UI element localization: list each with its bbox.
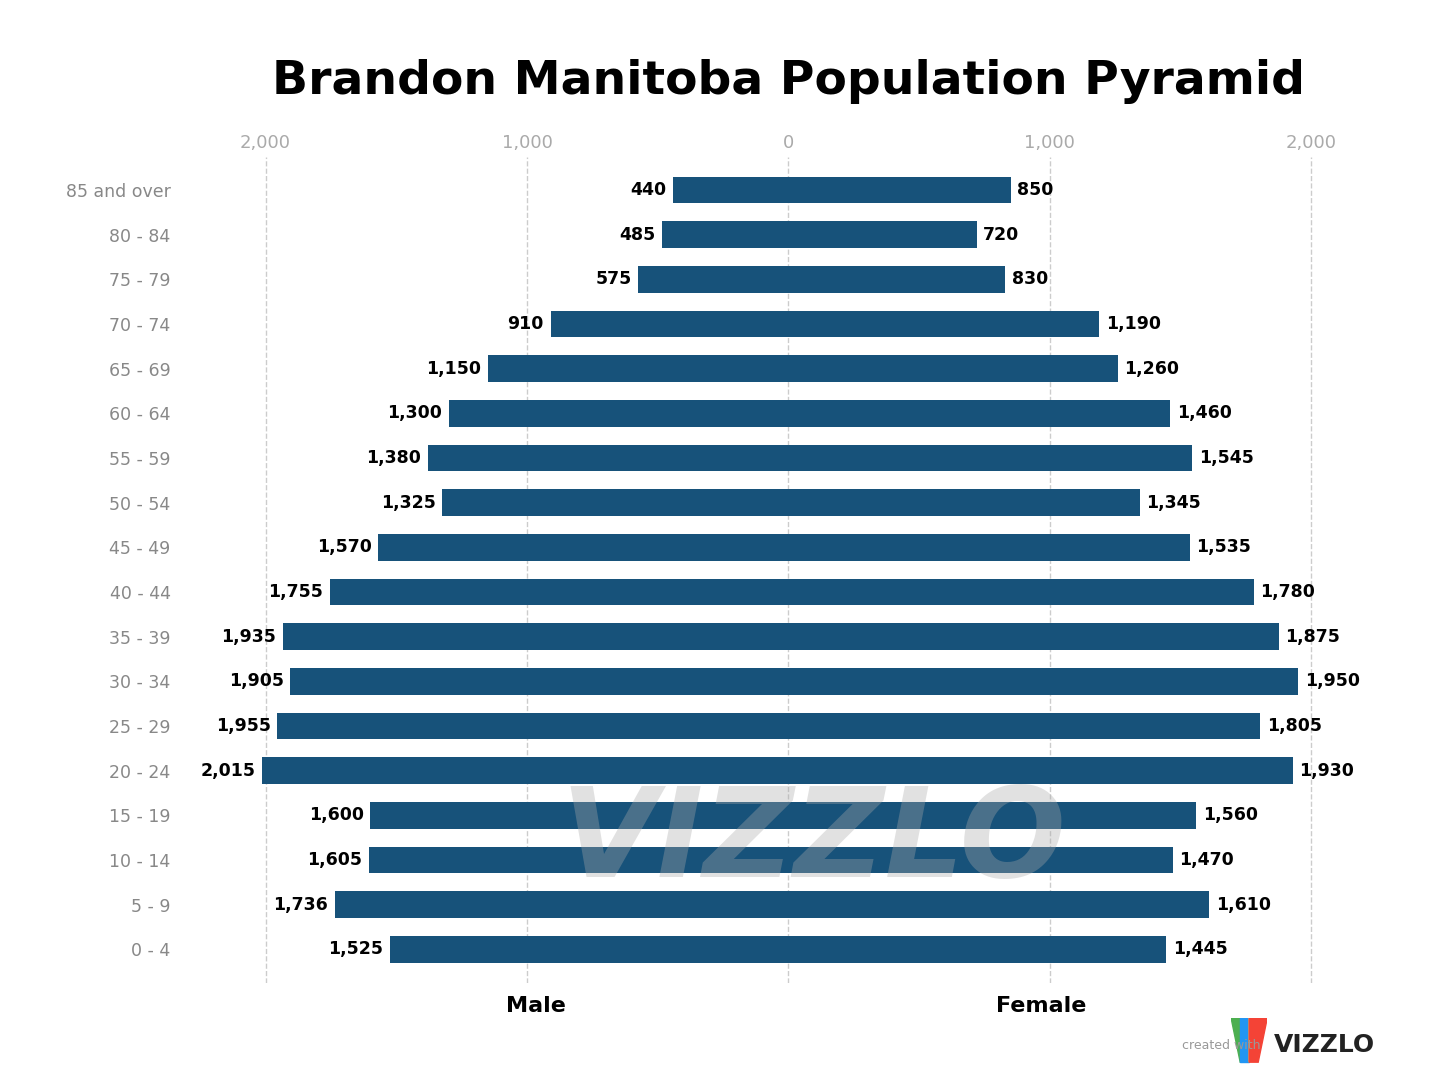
Bar [789,757,1293,784]
Text: 1,605: 1,605 [307,851,363,869]
Bar [789,847,1172,874]
Text: 1,905: 1,905 [229,673,284,690]
Text: 1,780: 1,780 [1260,583,1315,602]
Bar [449,400,789,427]
Text: 1,545: 1,545 [1198,449,1254,467]
Bar [390,936,789,962]
Text: 1,950: 1,950 [1305,673,1359,690]
Text: 575: 575 [595,270,632,288]
Polygon shape [1231,1018,1250,1063]
Bar [789,713,1260,740]
Bar [330,579,789,606]
Bar [379,534,789,561]
Bar [291,667,789,694]
Bar [488,355,789,382]
Bar [369,847,789,874]
Bar [550,311,789,337]
Text: 910: 910 [508,315,544,333]
Text: created with: created with [1181,1039,1260,1052]
Text: 1,260: 1,260 [1125,360,1179,378]
Text: 850: 850 [1017,181,1054,199]
Bar [789,400,1171,427]
Bar [789,936,1166,962]
Text: 1,570: 1,570 [317,538,372,556]
Bar [282,623,789,650]
Polygon shape [1240,1018,1250,1063]
Polygon shape [1250,1018,1259,1063]
Bar [789,445,1192,472]
Bar [442,489,789,516]
Text: Female: Female [995,996,1086,1016]
Text: 1,445: 1,445 [1172,941,1227,958]
Bar [789,311,1100,337]
Bar [638,266,789,293]
Text: Male: Male [505,996,566,1016]
Polygon shape [1250,1018,1267,1063]
Text: 1,736: 1,736 [274,895,328,914]
Text: 830: 830 [1012,270,1048,288]
Text: 1,460: 1,460 [1176,404,1231,422]
Bar [789,579,1254,606]
Text: 1,150: 1,150 [426,360,481,378]
Bar [262,757,789,784]
Bar [789,177,1011,203]
Bar [789,266,1005,293]
Bar [370,802,789,828]
Bar [334,891,789,918]
Bar [789,355,1117,382]
Text: 440: 440 [631,181,667,199]
Bar [789,802,1197,828]
Text: 720: 720 [984,226,1020,244]
Text: 1,560: 1,560 [1202,807,1257,824]
Text: 1,875: 1,875 [1284,627,1339,646]
Text: 1,955: 1,955 [216,717,271,735]
Text: 2,015: 2,015 [200,761,255,780]
Title: Brandon Manitoba Population Pyramid: Brandon Manitoba Population Pyramid [272,59,1305,104]
Text: 1,755: 1,755 [268,583,323,602]
Text: 1,535: 1,535 [1197,538,1251,556]
Text: 1,300: 1,300 [387,404,442,422]
Bar [789,489,1140,516]
Text: 1,600: 1,600 [308,807,364,824]
Bar [789,221,976,248]
Text: 1,345: 1,345 [1146,494,1201,512]
Bar [789,891,1210,918]
Text: VIZZLO: VIZZLO [560,782,1067,903]
Bar [789,667,1297,694]
Text: 1,805: 1,805 [1267,717,1322,735]
Text: 485: 485 [619,226,655,244]
Bar [428,445,789,472]
Text: 1,470: 1,470 [1179,851,1234,869]
Bar [674,177,789,203]
Text: 1,935: 1,935 [222,627,276,646]
Bar [789,534,1189,561]
Text: 1,325: 1,325 [380,494,435,512]
Text: VIZZLO: VIZZLO [1274,1034,1375,1057]
Bar [661,221,789,248]
Text: 1,930: 1,930 [1299,761,1354,780]
Text: 1,380: 1,380 [366,449,420,467]
Text: 1,190: 1,190 [1106,315,1161,333]
Bar [789,623,1279,650]
Text: 1,525: 1,525 [328,941,383,958]
Text: 1,610: 1,610 [1215,895,1270,914]
Bar [278,713,789,740]
